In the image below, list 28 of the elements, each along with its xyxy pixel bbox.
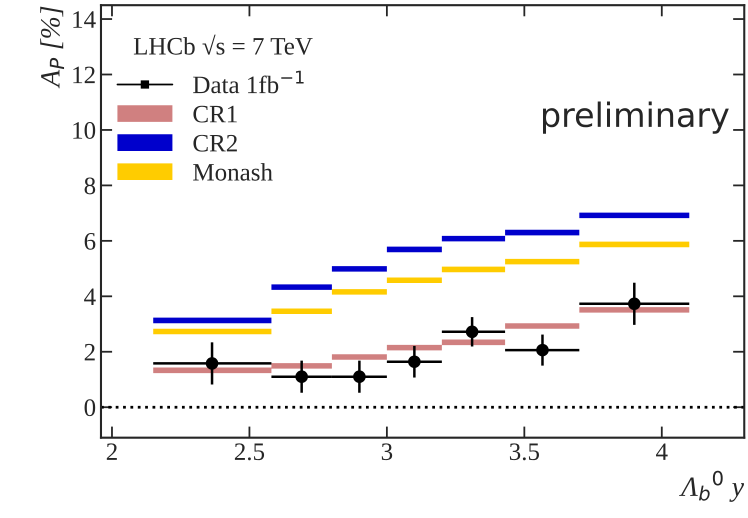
point: [206, 357, 218, 370]
point: [295, 370, 308, 383]
annotation: LHCb √s = 7 TeV: [134, 34, 313, 55]
point: [536, 344, 549, 356]
y-tick-label: 4: [84, 288, 96, 305]
y-tick-label: 10: [73, 122, 96, 139]
y-tick-label: 8: [84, 177, 96, 194]
y-tick-label: 2: [84, 344, 95, 360]
y-tick-label: 12: [73, 66, 95, 84]
annotation: preliminary: [543, 102, 729, 134]
x-tick-label: 3: [382, 443, 392, 460]
y-tick-label: 0: [84, 399, 96, 416]
x-tick-label: 2.5: [234, 443, 264, 460]
legend-label: CR1: [193, 106, 237, 123]
x-tick-label: 2: [106, 443, 117, 460]
legend-label: Monash: [193, 163, 273, 181]
y-tick-label: 14: [73, 11, 96, 28]
x-axis-title: Λ$_{b}$$^{0}$ y: [679, 470, 744, 502]
y-tick-label: 6: [84, 232, 96, 250]
y-axis-title: A$_{P}$ [%]: [40, 6, 64, 88]
legend-label: Data 1fb$^{−1}$: [193, 70, 304, 94]
point: [408, 355, 421, 368]
point: [353, 370, 366, 383]
x-tick-label: 4: [656, 443, 668, 460]
point: [628, 298, 641, 310]
legend-label: CR2: [193, 134, 237, 152]
x-tick-label: 3.5: [510, 443, 539, 460]
point: [466, 326, 478, 338]
